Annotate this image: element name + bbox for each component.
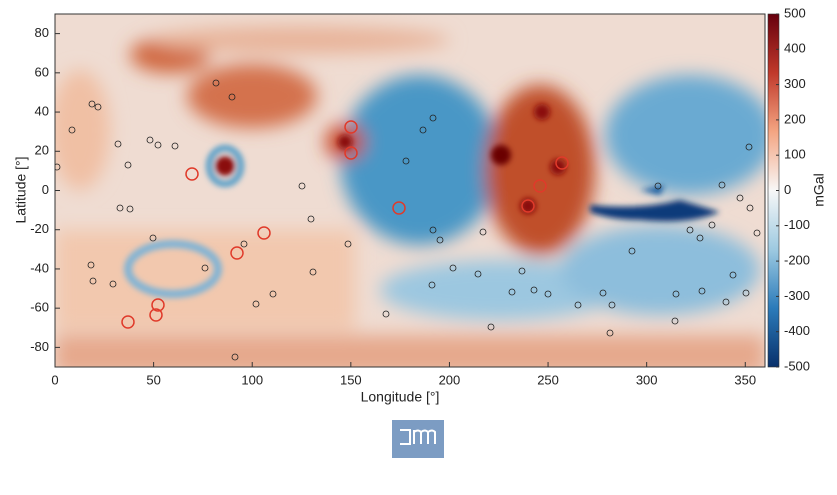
x-tick-label: 100 <box>241 372 263 387</box>
x-tick-label: 200 <box>439 372 461 387</box>
y-tick-label: 40 <box>35 103 49 118</box>
publisher-logo <box>392 420 444 458</box>
y-tick-label: -20 <box>30 221 49 236</box>
colorbar-tick-label: -200 <box>784 253 810 268</box>
y-axis-title: Latitude [°] <box>13 156 29 223</box>
x-tick-label: 50 <box>146 372 160 387</box>
x-tick-label: 150 <box>340 372 362 387</box>
colorbar-label: mGal <box>811 173 827 206</box>
x-tick-label: 350 <box>734 372 756 387</box>
colorbar-tick-label: 200 <box>784 111 806 126</box>
x-axis-title: Longitude [°] <box>361 389 440 405</box>
colorbar-tick-label: -100 <box>784 217 810 232</box>
colorbar-tick-label: -400 <box>784 323 810 338</box>
colorbar-tick-label: 0 <box>784 182 791 197</box>
colorbar-tick-label: 500 <box>784 5 806 20</box>
colorbar-tick-label: -500 <box>784 358 810 373</box>
colorbar-tick-label: -300 <box>784 288 810 303</box>
y-tick-label: 80 <box>35 25 49 40</box>
y-tick-label: 0 <box>42 182 49 197</box>
y-tick-label: -60 <box>30 300 49 315</box>
x-tick-label: 250 <box>537 372 559 387</box>
x-tick-label: 300 <box>636 372 658 387</box>
y-tick-label: 60 <box>35 64 49 79</box>
y-tick-label: 20 <box>35 143 49 158</box>
colorbar-tick-label: 300 <box>784 76 806 91</box>
colorbar-tick-label: 400 <box>784 41 806 56</box>
gravity-map <box>55 14 765 367</box>
x-tick-label: 0 <box>51 372 58 387</box>
y-tick-label: -80 <box>30 339 49 354</box>
y-tick-label: -40 <box>30 260 49 275</box>
colorbar-tick-label: 100 <box>784 147 806 162</box>
